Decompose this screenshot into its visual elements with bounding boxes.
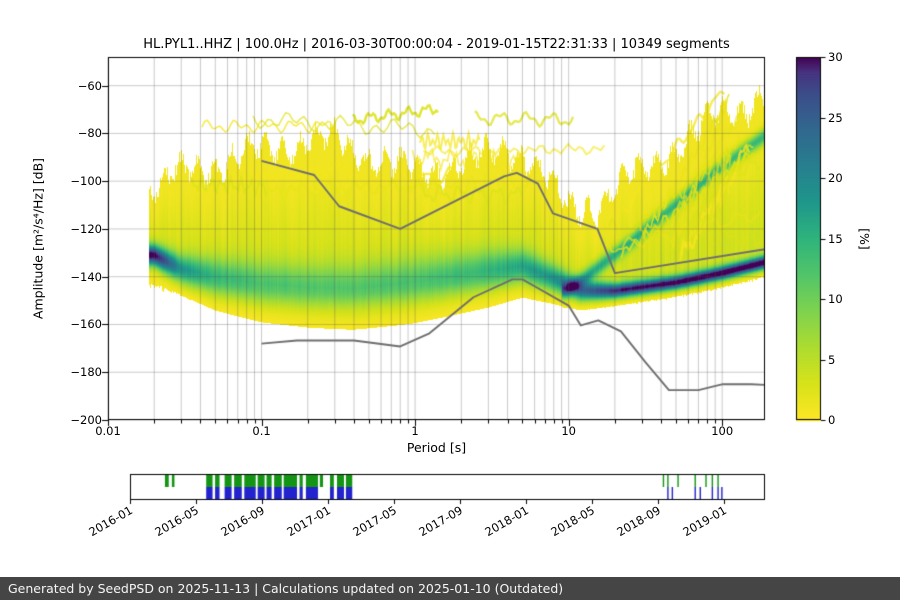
colorbar-tick-label: 0 [828,413,836,427]
x-tick-label: 0.01 [95,424,121,438]
colorbar-tick-label: 10 [828,292,843,306]
colorbar-label: [%] [857,228,872,250]
y-tick-label: −120 [70,221,102,236]
colorbar-tick-label: 25 [828,110,843,125]
x-tick-label: 100 [711,424,734,438]
y-tick-label: −200 [70,413,102,427]
footer-bar: Generated by SeedPSD on 2025-11-13 | Cal… [0,577,900,600]
x-tick-label: 10 [561,424,576,438]
y-tick-label: −60 [77,78,102,93]
y-tick-label: −80 [77,126,102,141]
y-tick-label: −100 [70,174,102,189]
x-tick-label: 1 [411,424,419,438]
colorbar-tick-label: 15 [828,231,843,246]
y-axis-label: Amplitude [m²/s⁴/Hz] [dB] [30,157,46,320]
y-tick-label: −180 [70,365,102,380]
colorbar-tick-label: 20 [828,171,843,185]
y-tick-label: −140 [70,269,102,284]
footer-text: Generated by SeedPSD on 2025-11-13 | Cal… [8,581,564,596]
colorbar-tick-label: 30 [828,50,843,64]
colorbar-tick-label: 5 [828,352,836,367]
x-tick-label: 0.1 [252,424,271,438]
plot-title: HL.PYL1..HHZ | 100.0Hz | 2016-03-30T00:0… [143,37,730,52]
x-axis-label: Period [s] [406,440,467,455]
y-tick-label: −160 [70,317,102,332]
